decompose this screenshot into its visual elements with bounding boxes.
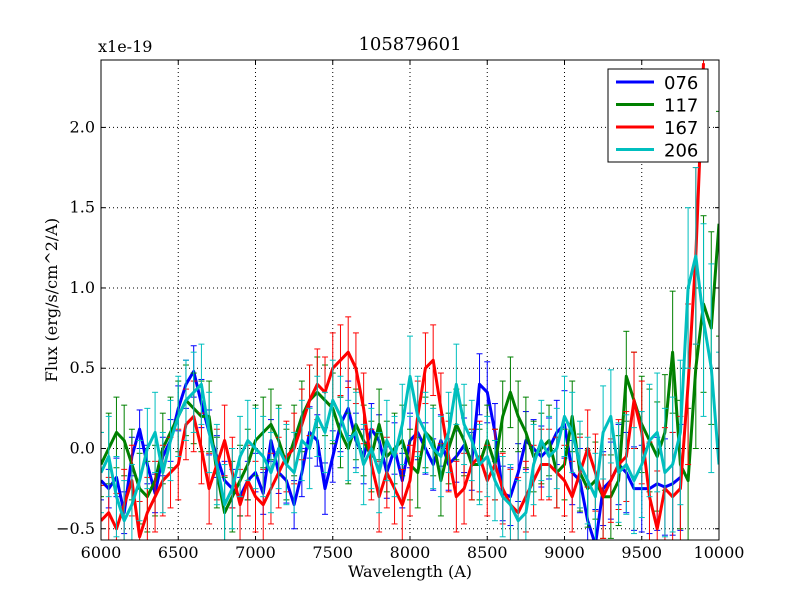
legend-label-206: 206: [664, 141, 698, 162]
legend-label-076: 076: [664, 73, 698, 94]
y-tick-label: −0.5: [56, 519, 95, 538]
y-offset-text: x1e-19: [98, 37, 152, 56]
x-tick-label: 9500: [621, 543, 662, 562]
x-tick-label: 8000: [390, 543, 431, 562]
x-tick-label: 8500: [467, 543, 508, 562]
y-axis-label: Flux (erg/s/cm^2/A): [42, 218, 61, 382]
x-tick-label: 6500: [158, 543, 199, 562]
series-line-167: [101, 63, 705, 539]
series-line-206: [101, 254, 719, 523]
y-tick-label: 2.0: [70, 117, 95, 136]
y-tick-label: 1.5: [70, 198, 95, 217]
x-tick-label: 6000: [81, 543, 122, 562]
y-tick-label: 0.5: [70, 358, 95, 377]
legend-label-167: 167: [664, 118, 698, 139]
y-tick-label: 1.0: [70, 278, 95, 297]
tick-labels: 6000 6500 7000 7500 8000 8500 9000 9500 10000 −0.…: [56, 117, 744, 562]
legend-box: [607, 68, 709, 163]
x-tick-label: 9000: [544, 543, 585, 562]
x-tick-label: 7500: [312, 543, 353, 562]
chart-title: 105879601: [358, 34, 461, 55]
x-tick-label: 7000: [235, 543, 276, 562]
axis-ticks: [100, 60, 720, 540]
series-layer: [101, 60, 719, 540]
x-tick-label: 10000: [694, 543, 745, 562]
legend-label-117: 117: [664, 96, 698, 117]
x-axis-label: Wavelength (A): [348, 562, 472, 581]
series-206: [101, 167, 719, 540]
y-tick-label: 0.0: [70, 438, 95, 457]
